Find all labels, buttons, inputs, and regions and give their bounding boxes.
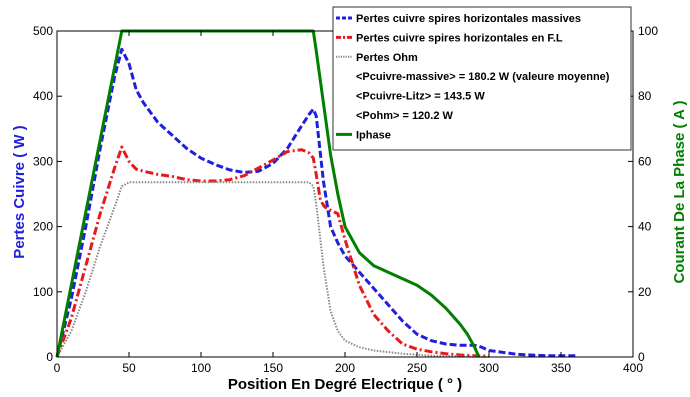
x-tick-label: 50	[122, 361, 136, 375]
legend-entry-5: <Pohm> = 120.2 W	[356, 110, 454, 122]
series-line-3	[55, 29, 481, 358]
legend-entry-3: <Pcuivre-massive> = 180.2 W (valeure moy…	[356, 71, 610, 83]
right-y-tick-label: 20	[638, 285, 652, 299]
legend-entry-2: Pertes Ohm	[356, 52, 418, 64]
right-y-tick-label: 80	[638, 89, 652, 103]
series-line-1	[55, 145, 490, 358]
right-y-tick-label: 60	[638, 154, 652, 168]
x-tick-label: 200	[335, 361, 355, 375]
right-y-axis-label: Courant De La Phase ( A )	[671, 100, 688, 283]
legend-entry-4: <Pcuivre-Litz> = 143.5 W	[356, 91, 485, 103]
left-y-tick-label: 300	[33, 154, 53, 168]
x-tick-label: 100	[191, 361, 211, 375]
left-y-tick-label: 500	[33, 24, 53, 38]
right-y-tick-label: 0	[638, 350, 645, 364]
left-y-tick-label: 100	[33, 285, 53, 299]
legend-entry-6: Iphase	[356, 129, 391, 141]
x-tick-label: 150	[263, 361, 283, 375]
x-tick-label: 400	[623, 361, 643, 375]
right-y-tick-label: 40	[638, 220, 652, 234]
x-tick-label: 300	[479, 361, 499, 375]
ticks: 0 50 100 150 200 250 300 350 4000100200300400500…	[33, 24, 658, 375]
series-line-0	[55, 47, 576, 358]
x-tick-label: 350	[551, 361, 571, 375]
legend-entry-1: Pertes cuivre spires horizontales en F.L	[356, 32, 563, 44]
right-y-tick-label: 100	[638, 24, 658, 38]
left-y-tick-label: 200	[33, 220, 53, 234]
series-line-2	[56, 181, 490, 358]
x-axis-label: Position En Degré Electrique ( ° )	[228, 376, 462, 393]
left-y-tick-label: 0	[46, 350, 53, 364]
left-y-tick-label: 400	[33, 89, 53, 103]
legend-entry-0: Pertes cuivre spires horizontales massiv…	[356, 13, 581, 25]
legend-box	[332, 6, 632, 151]
legend: Pertes cuivre spires horizontales massiv…	[332, 6, 632, 151]
plot-lines	[55, 29, 576, 358]
left-y-axis-label: Pertes Cuivre ( W )	[11, 125, 28, 258]
x-tick-label: 0	[54, 361, 61, 375]
x-tick-label: 250	[407, 361, 427, 375]
